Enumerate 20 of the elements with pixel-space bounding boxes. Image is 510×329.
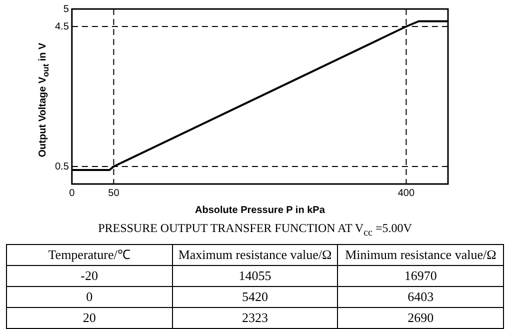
text: Temperature/℃ <box>6 244 172 266</box>
text: 5420 <box>172 286 338 308</box>
text: 0 <box>6 286 172 308</box>
text: -20 <box>6 266 172 286</box>
text: PRESSURE OUTPUT TRANSFER FUNCTION AT V$_{cc}$ =5.00V <box>97 221 413 238</box>
x-tick-label: 0 <box>69 188 76 199</box>
y-tick-label: 4.5 <box>54 21 70 32</box>
text: Maximum resistance value/Ω <box>172 244 338 266</box>
text: 2323 <box>172 308 338 328</box>
text: 2690 <box>338 308 504 328</box>
text: Minimum resistance value/Ω <box>338 244 504 266</box>
text: 16970 <box>338 266 504 286</box>
y-tick-label: 5 <box>63 4 70 15</box>
text: 6403 <box>338 286 504 308</box>
y-tick-label: 0.5 <box>54 161 70 172</box>
x-axis-title: Absolute Pressure P in kPa <box>195 204 326 216</box>
text: 14055 <box>172 266 338 286</box>
x-tick-label: 50 <box>108 188 120 199</box>
x-tick-label: 400 <box>398 188 415 199</box>
text: 20 <box>6 308 172 328</box>
